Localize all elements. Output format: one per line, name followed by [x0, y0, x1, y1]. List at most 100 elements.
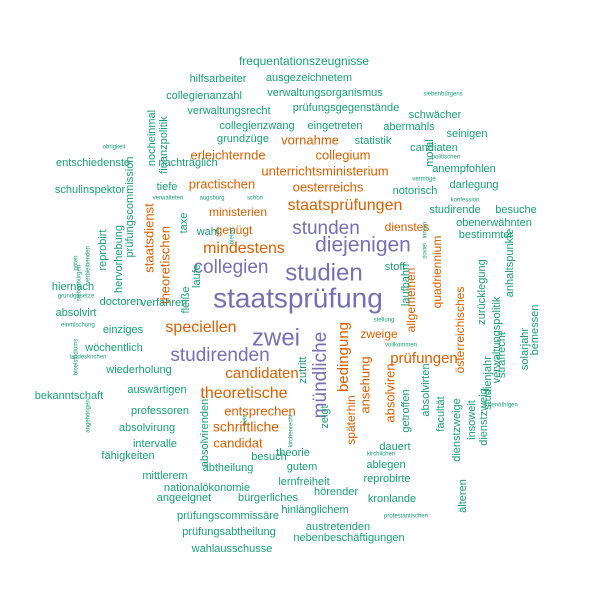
word-mittlerem: mittlerem	[142, 470, 187, 482]
word-soviel: soviel	[423, 243, 429, 258]
word-oesterreichs: oesterreichs	[293, 179, 364, 194]
word-candidat: candidat	[213, 435, 263, 450]
word-nocheinmal: nocheinmal	[146, 110, 158, 166]
word-politischen: politischen	[432, 155, 460, 161]
word-verfahren: verfahren	[141, 297, 187, 309]
word-diejenigen: diejenigen	[315, 234, 411, 257]
word-notorisch: notorisch	[393, 185, 438, 197]
word-einmischung: einmischung	[61, 323, 95, 329]
word-schon: schon	[247, 196, 263, 202]
word-doctoren: doctoren	[100, 296, 143, 308]
word-bürgerliches: bürgerliches	[238, 492, 298, 504]
word-stoff: stoff	[385, 261, 407, 273]
word-konfession: konfession	[451, 198, 480, 204]
word-prüfungsgegenstände: prüfungsgegenstände	[293, 102, 399, 114]
word-wahl: wahl	[196, 226, 220, 238]
word-statistik: statistik	[355, 135, 392, 147]
word-collegium: collegium	[316, 147, 371, 162]
word-verwaltungsrecht: verwaltungsrecht	[187, 105, 270, 117]
word-seinigen: seinigen	[447, 128, 488, 140]
word-ablegen: ablegen	[366, 459, 405, 471]
word-wiederholung: wiederholung	[105, 364, 171, 376]
word-vermöge: vermöge	[412, 177, 436, 183]
word-freie: freie	[243, 414, 249, 426]
word-ansehung: ansehung	[357, 356, 372, 413]
word-laufbahn: laufbahn	[400, 264, 412, 306]
word-verwaltungsorganismus: verwaltungsorganismus	[267, 87, 383, 99]
word-moral: moral	[424, 139, 436, 167]
word-österreichisches: österreichisches	[453, 287, 467, 374]
word-hervorhebung: hervorhebung	[113, 225, 125, 293]
word-stellung: stellung	[374, 318, 395, 324]
word-bekanntschaft: bekanntschaft	[35, 390, 104, 402]
word-bemessen: bemessen	[529, 305, 541, 356]
word-wöchentlich: wöchentlich	[84, 342, 142, 354]
word-kirchenrecht: kirchenrecht	[289, 414, 295, 447]
word-austretenden: austretenden	[306, 521, 370, 533]
word-studienjahr: studienjahr	[482, 356, 494, 410]
word-getroffen: getroffen	[400, 389, 412, 432]
word-mindestens: mindestens	[203, 240, 285, 257]
word-nachträglich: nachträglich	[158, 157, 217, 169]
word-angeeignet: angeeignet	[157, 492, 211, 504]
word-vollkommen: vollkommen	[385, 343, 417, 349]
word-gutem: gutem	[287, 461, 318, 473]
word-zweige: zweige	[360, 327, 398, 341]
word-nationalökonomie: nationalökonomie	[164, 482, 250, 494]
word-candidaten: candidaten	[225, 365, 298, 382]
word-quadriennium: quadriennium	[430, 236, 444, 309]
word-candiaten: candiaten	[410, 142, 458, 154]
word-unterrichtsministerium: unterrichtsministerium	[261, 163, 388, 178]
word-bibelstudiums: bibelstudiums	[74, 339, 80, 376]
word-älteren: älteren	[457, 479, 469, 513]
word-professoren: professoren	[131, 405, 189, 417]
word-augsburg: augsburg	[199, 196, 224, 202]
word-verwalteten: verwalteten	[153, 196, 184, 202]
word-dienstzweige: dienstzweige	[451, 398, 463, 462]
word-anempfohlen: anempfohlen	[432, 163, 496, 175]
word-studirende: studirende	[429, 204, 480, 216]
word-staatsprüfung: staatsprüfung	[213, 282, 383, 313]
word-genügt: genügt	[216, 223, 253, 237]
word-fleiße: fleiße	[180, 287, 192, 314]
word-absolvirenden: absolvirenden	[199, 399, 211, 468]
word-dienstzweig: dienstzweig	[478, 388, 490, 445]
word-angehörigen: angehörigen	[86, 399, 92, 432]
word-prüfungsabtheilung: prüfungsabtheilung	[182, 526, 276, 538]
word-stunden: stunden	[292, 218, 360, 239]
word-zeigt: zeigt	[319, 405, 331, 428]
word-bestimmter: bestimmter	[459, 229, 514, 241]
word-auswärtigen: auswärtigen	[127, 384, 186, 396]
word-schwächer: schwächer	[409, 109, 462, 121]
word-reprobirte: reprobirte	[363, 473, 410, 485]
word-practischen: practischen	[189, 176, 255, 191]
word-vornahme: vornahme	[281, 132, 339, 147]
word-eingetreten: eingetreten	[307, 120, 362, 132]
word-theorie: theorie	[276, 447, 310, 459]
word-siebenbürgen: siebenbürgen	[77, 265, 83, 301]
word-verwaltungspolitik: verwaltungspolitik	[491, 296, 503, 383]
word-hörender: hörender	[314, 486, 358, 498]
word-collegienanzahl: collegienanzahl	[166, 90, 242, 102]
word-dienstes: dienstes	[385, 220, 430, 234]
word-schriftliche: schriftliche	[213, 419, 279, 435]
word-studien: studien	[285, 259, 362, 286]
word-grundgesetze: grundgesetze	[58, 294, 95, 300]
word-protestantischen: protestantischen	[384, 514, 428, 520]
word-landeskirchen: landeskirchen	[69, 355, 106, 361]
word-facultät: facultät	[435, 396, 447, 431]
word-staatsdienst: staatsdienst	[141, 203, 156, 273]
word-nebenbeschäftigungen: nebenbeschäftigungen	[293, 532, 404, 544]
word-collegien: collegien	[194, 257, 269, 278]
word-einziges: einziges	[103, 324, 144, 336]
word-bieten: bieten	[230, 228, 236, 244]
word-abermahls: abermahls	[383, 121, 435, 133]
word-insoweit: insoweit	[466, 400, 478, 440]
word-siebenbürgens: siebenbürgens	[423, 92, 462, 98]
word-absolvirten: absolvirten	[420, 363, 432, 416]
word-solarjahr: solarjahr	[519, 328, 531, 371]
word-fähigkeiten: fähigkeiten	[101, 450, 154, 462]
word-entschiedenste: entschiedenste	[56, 157, 130, 169]
